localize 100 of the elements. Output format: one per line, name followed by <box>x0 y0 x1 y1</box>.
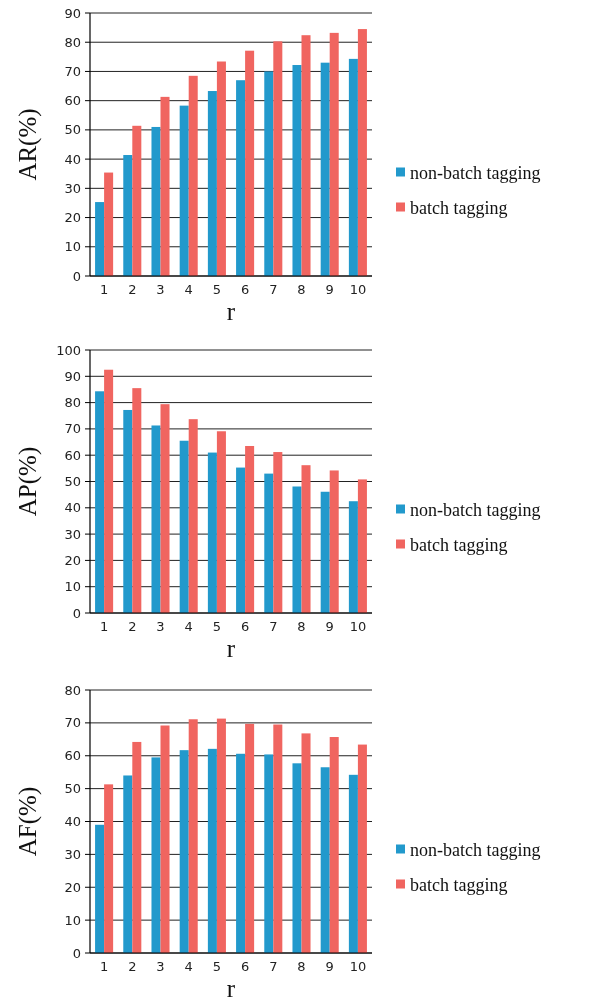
y-tick-label: 0 <box>72 605 81 621</box>
x-tick-label: 4 <box>184 619 193 634</box>
y-tick-label: 50 <box>64 781 81 797</box>
x-axis-title: r <box>226 975 236 1002</box>
x-tick-label: 3 <box>156 959 165 974</box>
y-tick-label: 70 <box>64 421 81 437</box>
x-tick-label: 2 <box>128 619 137 634</box>
y-tick-label: 60 <box>64 748 81 764</box>
bar <box>236 467 246 613</box>
bar <box>320 491 330 613</box>
legend-label: batch tagging <box>410 534 508 555</box>
y-tick-label: 30 <box>64 526 81 542</box>
bar <box>123 409 133 613</box>
bar <box>301 35 311 276</box>
x-tick-label: 2 <box>128 282 137 297</box>
bar <box>132 125 142 276</box>
y-axis-title: AF(%) <box>14 786 42 857</box>
y-tick-label: 40 <box>64 151 81 167</box>
x-tick-label: 7 <box>269 619 278 634</box>
x-tick-label: 8 <box>297 619 306 634</box>
y-tick-label: 90 <box>64 368 81 384</box>
x-tick-label: 9 <box>325 282 334 297</box>
bar <box>160 404 170 613</box>
x-tick-label: 9 <box>325 619 334 634</box>
bar <box>329 32 339 276</box>
bar <box>245 446 255 613</box>
bar <box>95 391 105 613</box>
y-tick-label: 0 <box>72 945 81 961</box>
y-tick-label: 10 <box>64 239 81 255</box>
x-axis-title: r <box>226 298 236 325</box>
bar <box>160 96 170 276</box>
bar <box>123 775 133 953</box>
y-tick-label: 50 <box>64 474 81 490</box>
x-tick-label: 3 <box>156 282 165 297</box>
y-tick-label: 70 <box>64 63 81 79</box>
bar <box>188 419 198 613</box>
y-tick-label: 60 <box>64 93 81 109</box>
bar <box>123 155 133 276</box>
bar <box>329 470 339 613</box>
x-tick-label: 7 <box>269 282 278 297</box>
bar <box>301 465 311 613</box>
x-tick-label: 10 <box>349 282 367 297</box>
bar <box>320 767 330 953</box>
bar <box>104 784 114 953</box>
bar <box>188 719 198 953</box>
bar <box>216 431 226 613</box>
y-tick-label: 20 <box>64 210 81 226</box>
x-tick-label: 4 <box>184 282 193 297</box>
y-tick-label: 30 <box>64 846 81 862</box>
x-tick-label: 5 <box>212 619 222 634</box>
x-tick-label: 3 <box>156 619 165 634</box>
x-tick-label: 2 <box>128 959 137 974</box>
bar <box>245 723 255 953</box>
bar <box>292 486 302 613</box>
bar <box>132 741 142 953</box>
bar <box>104 369 114 613</box>
bar <box>95 824 105 953</box>
y-tick-label: 20 <box>64 879 81 895</box>
bar <box>151 126 161 276</box>
bar <box>292 763 302 953</box>
y-tick-label: 40 <box>64 814 81 830</box>
bar <box>320 62 330 276</box>
x-tick-label: 6 <box>240 282 250 297</box>
bar <box>151 425 161 613</box>
bar <box>216 718 226 953</box>
x-tick-label: 1 <box>99 959 109 974</box>
bar <box>132 388 142 613</box>
bar <box>264 754 274 953</box>
x-tick-label: 1 <box>99 619 109 634</box>
bar <box>348 501 358 613</box>
y-tick-label: 40 <box>64 500 81 516</box>
bar <box>179 105 189 276</box>
bar <box>179 440 189 613</box>
x-tick-label: 5 <box>212 959 222 974</box>
bar <box>264 71 274 276</box>
bar <box>236 753 246 953</box>
x-tick-label: 8 <box>297 282 306 297</box>
y-tick-label: 30 <box>64 180 81 196</box>
y-tick-label: 90 <box>64 5 81 21</box>
x-tick-label: 8 <box>297 959 306 974</box>
y-tick-label: 50 <box>64 122 81 138</box>
y-tick-label: 60 <box>64 447 81 463</box>
legend-label: batch tagging <box>410 197 508 218</box>
x-tick-label: 5 <box>212 282 222 297</box>
bar <box>357 29 367 276</box>
y-tick-label: 10 <box>64 912 81 928</box>
bar <box>273 724 283 953</box>
bar <box>273 452 283 613</box>
bar <box>207 748 217 953</box>
legend-label: non-batch tagging <box>410 162 541 183</box>
legend-label: non-batch tagging <box>410 499 541 520</box>
bar <box>216 61 226 276</box>
y-tick-label: 80 <box>64 682 81 698</box>
y-tick-label: 80 <box>64 395 81 411</box>
y-tick-label: 100 <box>56 342 81 358</box>
y-tick-label: 80 <box>64 34 81 50</box>
bar <box>104 172 114 276</box>
x-tick-label: 4 <box>184 959 193 974</box>
bar <box>160 725 170 953</box>
bar <box>357 479 367 613</box>
